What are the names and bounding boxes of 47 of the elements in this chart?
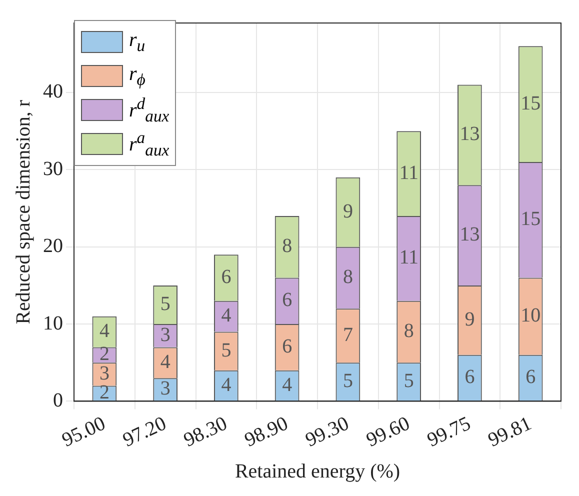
x-tick-label: 97.20 xyxy=(120,412,170,452)
x-tick-label: 98.90 xyxy=(241,412,292,452)
legend-label: r$_{ϕ}$ xyxy=(129,62,146,90)
data-label: 11 xyxy=(399,162,418,184)
data-label: 15 xyxy=(520,92,541,114)
y-tick-label: 40 xyxy=(43,80,63,103)
data-label: 6 xyxy=(464,366,475,388)
data-label: 13 xyxy=(460,123,480,146)
data-label: 9 xyxy=(342,200,353,222)
x-tick-label: 99.75 xyxy=(424,412,474,452)
y-tick-label: 30 xyxy=(43,158,63,180)
data-label: 4 xyxy=(99,320,110,342)
data-label: 7 xyxy=(342,324,353,346)
x-axis-title: Retained energy (%) xyxy=(234,460,400,482)
data-label: 3 xyxy=(99,362,110,384)
data-label: 11 xyxy=(399,246,418,269)
data-label: 10 xyxy=(520,304,541,327)
data-label: 4 xyxy=(221,304,232,327)
y-tick-label: 0 xyxy=(53,389,63,412)
data-label: 3 xyxy=(160,324,170,346)
data-label: 5 xyxy=(404,370,414,392)
x-tick-label: 99.30 xyxy=(302,412,352,452)
data-label: 3 xyxy=(160,378,170,400)
x-tick-label: 99.60 xyxy=(363,412,414,452)
data-label: 8 xyxy=(404,320,414,342)
x-tick-label: 95.00 xyxy=(58,412,109,452)
data-label: 4 xyxy=(282,374,292,396)
data-label: 4 xyxy=(160,350,170,373)
data-label: 4 xyxy=(221,374,232,396)
x-tick-label: 98.30 xyxy=(180,412,231,452)
data-label: 5 xyxy=(342,370,353,392)
data-label: 9 xyxy=(464,308,475,330)
data-label: 15 xyxy=(520,208,541,230)
y-tick-label: 20 xyxy=(43,235,63,258)
data-label: 6 xyxy=(526,366,536,388)
y-tick-label: 10 xyxy=(43,312,63,334)
data-label: 8 xyxy=(282,235,292,258)
data-label: 5 xyxy=(221,339,232,362)
data-label: 13 xyxy=(460,224,480,246)
legend-label: r$_{u}$ xyxy=(129,28,146,56)
y-axis-title: Reduced space dimension, r xyxy=(12,100,34,324)
data-label: 5 xyxy=(160,292,170,315)
data-label: 6 xyxy=(282,335,292,358)
data-label: 6 xyxy=(221,266,232,288)
data-label: 6 xyxy=(282,289,292,312)
data-label: 8 xyxy=(342,266,353,288)
x-tick-label: 99.81 xyxy=(484,412,535,452)
